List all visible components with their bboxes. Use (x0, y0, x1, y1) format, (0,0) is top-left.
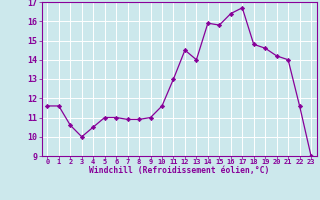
X-axis label: Windchill (Refroidissement éolien,°C): Windchill (Refroidissement éolien,°C) (89, 166, 269, 175)
